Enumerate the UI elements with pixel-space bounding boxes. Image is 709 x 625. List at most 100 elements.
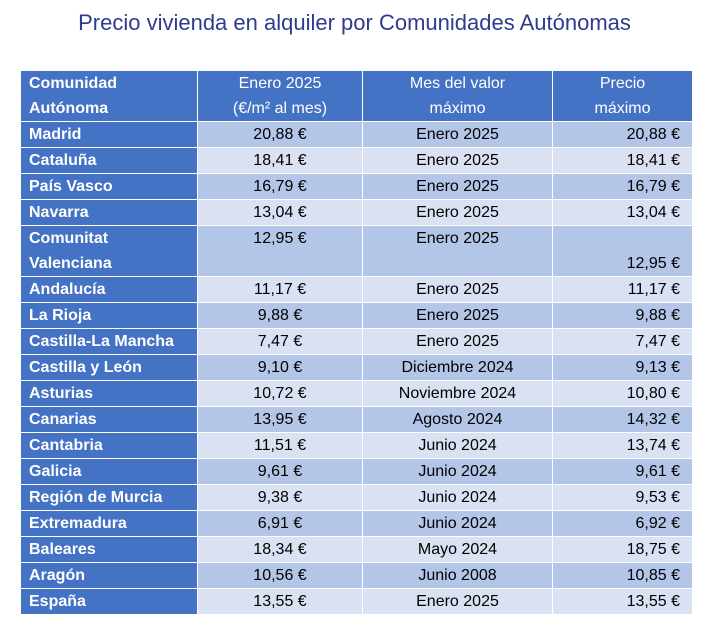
price-jan-2025: 9,88 € [197, 302, 363, 329]
text-line: Mes del valor [409, 75, 506, 92]
table-row: Asturias 10,72 € Noviembre 2024 10,80 € [20, 380, 693, 407]
max-month: Junio 2024 [362, 484, 553, 511]
column-header: Precio máximo [552, 70, 693, 122]
region-name: Madrid [20, 121, 198, 148]
max-price: 18,75 € [552, 536, 693, 563]
max-price: 14,32 € [552, 406, 693, 433]
max-month: Junio 2008 [362, 562, 553, 589]
max-price: 18,41 € [552, 147, 693, 174]
price-jan-2025: 10,72 € [197, 380, 363, 407]
max-month: Enero 2025 [362, 147, 553, 174]
column-header: Mes del valor máximo [362, 70, 553, 122]
table-row: Baleares 18,34 € Mayo 2024 18,75 € [20, 536, 693, 563]
table-row: Andalucía 11,17 € Enero 2025 11,17 € [20, 276, 693, 303]
max-month: Enero 2025 [362, 276, 553, 303]
region-name: Castilla y León [20, 354, 198, 381]
price-jan-2025: 11,17 € [197, 276, 363, 303]
region-name: La Rioja [20, 302, 198, 329]
text-line: La Rioja [29, 307, 92, 324]
text-line: Galicia [29, 463, 82, 480]
text-line: Región de Murcia [29, 489, 163, 506]
max-month: Enero 2025 [362, 173, 553, 200]
price-jan-2025: 9,10 € [197, 354, 363, 381]
price-jan-2025: 13,95 € [197, 406, 363, 433]
text-line: Canarias [29, 411, 97, 428]
rent-table: Comunidad Autónoma Enero 2025 (€/m² al mes)… [20, 70, 693, 615]
table-row: Navarra 13,04 € Enero 2025 13,04 € [20, 199, 693, 226]
max-month: Agosto 2024 [362, 406, 553, 433]
region-name: Comunitat Valenciana [20, 225, 198, 277]
text-line: Andalucía [29, 281, 106, 298]
table-row: Canarias 13,95 € Agosto 2024 14,32 € [20, 406, 693, 433]
table-row: Comunitat Valenciana 12,95 € Enero 2025 12,9… [20, 225, 693, 277]
region-name: País Vasco [20, 173, 198, 200]
max-month: Junio 2024 [362, 432, 553, 459]
region-name: España [20, 588, 198, 615]
text-line: Comunidad [29, 75, 117, 92]
max-price: 20,88 € [552, 121, 693, 148]
text-line: Castilla y León [29, 359, 142, 376]
price-jan-2025: 10,56 € [197, 562, 363, 589]
text-line: Aragón [29, 567, 85, 584]
max-month: Enero 2025 [362, 588, 553, 615]
region-name: Baleares [20, 536, 198, 563]
table-row: Extremadura 6,91 € Junio 2024 6,92 € [20, 510, 693, 537]
max-month: Enero 2025 [362, 302, 553, 329]
max-month: Diciembre 2024 [362, 354, 553, 381]
max-price: 10,80 € [552, 380, 693, 407]
table-row: España 13,55 € Enero 2025 13,55 € [20, 588, 693, 615]
text-line: máximo [429, 100, 486, 117]
max-price: 9,13 € [552, 354, 693, 381]
text-line: Castilla-La Mancha [29, 333, 174, 350]
text-line: Extremadura [29, 515, 127, 532]
region-name: Asturias [20, 380, 198, 407]
text-line: Autónoma [29, 100, 109, 117]
price-jan-2025: 18,41 € [197, 147, 363, 174]
text-line: Cataluña [29, 152, 97, 169]
price-jan-2025: 18,34 € [197, 536, 363, 563]
table-row: La Rioja 9,88 € Enero 2025 9,88 € [20, 302, 693, 329]
text-line: Valenciana [29, 255, 112, 272]
max-month: Junio 2024 [362, 510, 553, 537]
price-jan-2025: 12,95 € [197, 225, 363, 277]
max-price: 11,17 € [552, 276, 693, 303]
region-name: Andalucía [20, 276, 198, 303]
table-row: Cantabria 11,51 € Junio 2024 13,74 € [20, 432, 693, 459]
table-row: Madrid 20,88 € Enero 2025 20,88 € [20, 121, 693, 148]
max-month: Enero 2025 [362, 199, 553, 226]
text-line: Asturias [29, 385, 94, 402]
region-name: Canarias [20, 406, 198, 433]
title: Precio vivienda en alquiler por Comunida… [78, 10, 631, 35]
max-price: 9,61 € [552, 458, 693, 485]
region-name: Galicia [20, 458, 198, 485]
region-name: Navarra [20, 199, 198, 226]
text-line: Baleares [29, 541, 96, 558]
price-jan-2025: 9,38 € [197, 484, 363, 511]
region-name: Cantabria [20, 432, 198, 459]
text-line: Enero 2025 [238, 75, 322, 92]
text-line: Comunitat [29, 230, 109, 247]
text-line: País Vasco [29, 178, 113, 195]
text-line: Madrid [29, 126, 82, 143]
price-jan-2025: 13,04 € [197, 199, 363, 226]
price-jan-2025: 9,61 € [197, 458, 363, 485]
table-row: Castilla y León 9,10 € Diciembre 2024 9,13 … [20, 354, 693, 381]
max-month: Noviembre 2024 [362, 380, 553, 407]
text-line: (€/m² al mes) [232, 100, 328, 117]
max-price: 7,47 € [552, 328, 693, 355]
price-jan-2025: 11,51 € [197, 432, 363, 459]
max-price: 10,85 € [552, 562, 693, 589]
table-row: Galicia 9,61 € Junio 2024 9,61 € [20, 458, 693, 485]
text-line: máximo [594, 100, 651, 117]
price-jan-2025: 7,47 € [197, 328, 363, 355]
region-name: Región de Murcia [20, 484, 198, 511]
region-name: Extremadura [20, 510, 198, 537]
text-line: España [29, 593, 86, 610]
price-jan-2025: 13,55 € [197, 588, 363, 615]
region-name: Castilla-La Mancha [20, 328, 198, 355]
max-price: 13,04 € [552, 199, 693, 226]
text-line: Navarra [29, 204, 89, 221]
price-jan-2025: 20,88 € [197, 121, 363, 148]
max-price: 16,79 € [552, 173, 693, 200]
region-name: Cataluña [20, 147, 198, 174]
